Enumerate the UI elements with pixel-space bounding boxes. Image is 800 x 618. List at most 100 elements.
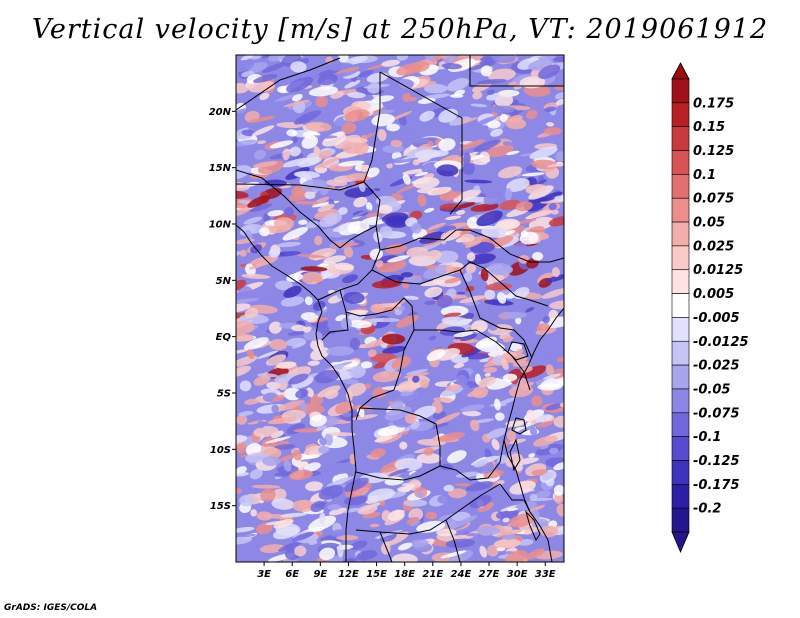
field-cell	[307, 317, 318, 323]
field-cell	[501, 358, 509, 371]
field-cell	[532, 435, 558, 447]
field-cell	[276, 400, 305, 411]
field-cell	[251, 484, 281, 489]
field-cell	[276, 361, 297, 369]
lon-label: 3E	[257, 569, 271, 580]
field-cell	[341, 122, 357, 134]
lon-label: 30E	[507, 569, 528, 580]
field-cell	[318, 150, 332, 160]
field-cell	[390, 139, 403, 148]
field-cell	[473, 139, 501, 152]
field-cell	[292, 499, 316, 512]
field-cell	[323, 255, 347, 264]
lat-label: 5N	[216, 276, 232, 287]
lon-label: 24E	[451, 569, 472, 580]
field-cell	[301, 271, 324, 285]
field-cell	[452, 338, 479, 344]
software-credit: GrADS: IGES/COLA	[4, 603, 98, 613]
colorbar-top-arrow	[671, 62, 690, 80]
field-cell	[387, 509, 405, 521]
field-cell	[480, 65, 493, 77]
field-cell	[369, 317, 400, 323]
field-cell	[236, 348, 252, 356]
field-cell	[361, 216, 380, 224]
field-cell	[304, 462, 321, 472]
field-cell	[249, 255, 278, 267]
field-cell	[487, 120, 501, 129]
field-cell	[402, 92, 412, 103]
colorbar-label: -0.0125	[693, 335, 749, 350]
field-cell	[485, 282, 512, 291]
field-cell	[525, 109, 538, 120]
field-cell	[356, 550, 378, 561]
field-cell	[538, 64, 561, 79]
field-cell	[317, 385, 341, 398]
field-cell	[460, 404, 485, 412]
field-cell	[388, 468, 410, 477]
field-cell	[492, 55, 516, 64]
field-cell	[425, 265, 439, 270]
field-cell	[338, 207, 348, 215]
colorbar: 0.175 0.15 0.125 0.1 0.075 0.05 0.025 0.0125 0.0…	[671, 62, 749, 554]
field-cell	[553, 484, 564, 496]
field-cell	[531, 395, 543, 407]
field-cell	[409, 539, 429, 548]
field-cell	[236, 365, 252, 378]
field-cell	[486, 159, 516, 166]
field-cell	[243, 337, 269, 350]
field-cell	[500, 505, 517, 512]
field-cell	[308, 86, 339, 97]
field-cell	[477, 376, 497, 388]
field-cell	[236, 472, 250, 477]
field-cell	[479, 545, 488, 558]
field-cell	[472, 82, 492, 93]
field-cell	[548, 202, 557, 211]
field-cell	[280, 512, 307, 518]
field-cell	[399, 441, 408, 450]
field-cell	[424, 286, 443, 298]
field-cell	[551, 209, 559, 215]
field-cell	[381, 212, 408, 224]
field-cell	[412, 176, 440, 189]
field-cell	[239, 380, 252, 392]
field-cell	[412, 375, 420, 383]
field-cell	[370, 448, 386, 458]
colorbar-label: 0.025	[693, 239, 734, 254]
field-cell	[421, 93, 451, 100]
field-cell	[293, 428, 323, 433]
lat-label: 15N	[209, 163, 232, 174]
field-cell	[343, 245, 353, 258]
field-cell	[236, 279, 247, 292]
field-cell	[250, 509, 258, 517]
field-cell	[449, 397, 477, 408]
field-cell	[431, 188, 447, 194]
field-cell	[348, 365, 366, 379]
field-cell	[515, 317, 522, 325]
field-cell	[347, 221, 370, 234]
field-cell	[347, 320, 372, 329]
field-cell	[340, 317, 352, 330]
field-cell	[504, 230, 516, 235]
field-cell	[406, 369, 429, 375]
field-cell	[310, 500, 326, 513]
field-cell	[344, 109, 370, 122]
colorbar-label: 0.1	[693, 168, 716, 183]
field-cell	[406, 516, 420, 525]
field-cell	[529, 210, 553, 218]
field-cell	[453, 331, 474, 338]
field-cell	[433, 397, 453, 403]
field-cell	[238, 533, 256, 538]
field-cell	[535, 179, 547, 185]
field-cell	[548, 216, 564, 227]
field-cell	[459, 229, 472, 236]
field-cell	[366, 202, 373, 212]
field-cell	[459, 117, 478, 124]
field-cell	[290, 61, 307, 73]
field-cell	[351, 209, 371, 219]
field-cell	[381, 333, 406, 345]
colorbar-label: 0.005	[693, 287, 734, 302]
field-cell	[369, 523, 380, 528]
field-cell	[331, 463, 340, 476]
field-cell	[373, 188, 381, 192]
field-cell	[494, 398, 501, 411]
